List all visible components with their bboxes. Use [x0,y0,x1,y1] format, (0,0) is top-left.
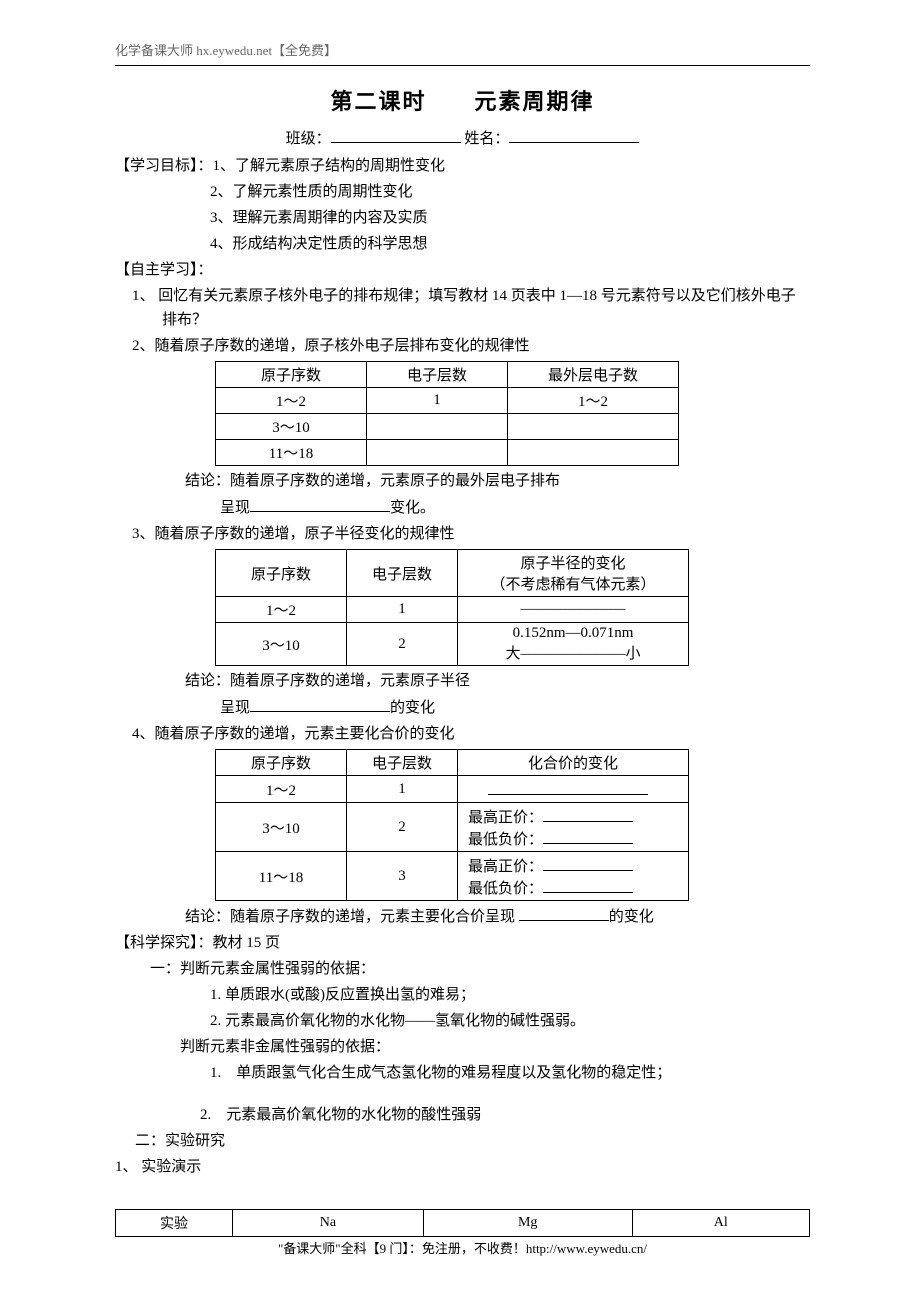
t4-r2c2-lo-blank[interactable] [543,876,633,893]
science-part1-2: 2. 元素最高价氧化物的水化物——氢氧化物的碱性强弱。 [210,1009,810,1033]
t2-r1c0: 3～10 [216,414,367,440]
science-demo: 1、 实验演示 [115,1155,810,1179]
page: 化学备课大师 hx.eywedu.net【全免费】 第二课时 元素周期律 班级：… [0,0,920,1277]
conc2b-suffix: 变化。 [390,500,435,516]
page-title: 第二课时 元素周期律 [115,84,810,116]
conc3a: 结论：随着原子序数的递增，元素原子半径 [185,669,810,693]
t4-h0: 原子序数 [216,750,347,776]
science-part2-title: 二：实验研究 [135,1129,810,1153]
science-label: 【科学探究】： [115,935,213,951]
t4-r0c0: 1～2 [216,776,347,803]
selfstudy-q4: 4、随着原子序数的递增，元素主要化合价的变化 [132,722,810,746]
table-atomic-radius: 原子序数 电子层数 原子半径的变化 （不考虑稀有气体元素） 1～21——————… [215,549,689,666]
goals-block: 【学习目标】：1、了解元素原子结构的周期性变化 [115,154,810,178]
t4-r2c0: 11～18 [216,852,347,901]
table-valence: 原子序数 电子层数 化合价的变化 1～2 1 3～10 2 最高正价： 最低负价… [215,749,689,901]
science-ref: 教材 15 页 [213,935,281,951]
exp-h3: Al [632,1210,809,1237]
spacer [115,1087,810,1101]
t2-h2: 最外层电子数 [508,362,679,388]
conc4-suf: 的变化 [609,909,654,925]
t2-r0c0: 1～2 [216,388,367,414]
t4-r2c2-lo: 最低负价： [468,881,543,897]
t2-r2c2[interactable] [508,440,679,466]
selfstudy-label: 【自主学习】： [115,258,810,282]
exp-h1: Na [233,1210,424,1237]
science-nonmetal-title: 判断元素非金属性强弱的依据： [180,1035,810,1059]
science-nonmetal-1: 1. 单质跟氢气化合生成气态氢化物的难易程度以及氢化物的稳定性； [210,1061,810,1085]
t2-r2c1[interactable] [367,440,508,466]
t4-h1: 电子层数 [347,750,458,776]
t4-r1c0: 3～10 [216,803,347,852]
table-experiment: 实验 Na Mg Al [115,1209,810,1237]
t4-r2c1: 3 [347,852,458,901]
t3-h0: 原子序数 [216,550,347,597]
goal-3: 3、理解元素周期律的内容及实质 [210,206,810,230]
science-nonmetal-2: 2. 元素最高价氧化物的水化物的酸性强弱 [200,1103,810,1127]
t4-r1c2: 最高正价： 最低负价： [458,803,689,852]
science-part1-1: 1. 单质跟水(或酸)反应置换出氢的难易； [210,983,810,1007]
selfstudy-q3: 3、随着原子序数的递增，原子半径变化的规律性 [132,522,810,546]
conc2b-prefix: 呈现 [220,500,250,516]
t4-r1c2-hi: 最高正价： [468,810,543,826]
goal-2: 2、了解元素性质的周期性变化 [210,180,810,204]
header-rule [115,65,810,66]
t4-r0c2 [458,776,689,803]
t2-r0c2: 1～2 [508,388,679,414]
table-electron-layers: 原子序数 电子层数 最外层电子数 1～211～2 3～10 11～18 [215,361,679,466]
conc4-blank[interactable] [519,904,609,921]
goals-label: 【学习目标】： [115,158,213,174]
conc3b: 呈现 的变化 [220,695,810,720]
t4-r2c2-hi-blank[interactable] [543,854,633,871]
conc3b-blank[interactable] [250,695,390,712]
t4-r0c1: 1 [347,776,458,803]
conc4: 结论：随着原子序数的递增，元素主要化合价呈现 的变化 [185,904,810,929]
exp-h2: Mg [423,1210,632,1237]
conc4-pre: 结论：随着原子序数的递增，元素主要化合价呈现 [185,909,519,925]
t4-r2c2: 最高正价： 最低负价： [458,852,689,901]
t3-r0c2: ——————— [458,597,689,623]
selfstudy-q1: 1、 回忆有关元素原子核外电子的排布规律；填写教材 14 页表中 1—18 号元… [162,284,810,332]
t2-h1: 电子层数 [367,362,508,388]
t3-r1c2: 0.152nm—0.071nm 大———————小 [458,623,689,666]
t3-r1c0: 3～10 [216,623,347,666]
footer-note: "备课大师"全科【9 门】：免注册，不收费！http://www.eywedu.… [115,1238,810,1257]
t4-r1c2-lo: 最低负价： [468,832,543,848]
exp-h0: 实验 [116,1210,233,1237]
class-blank[interactable] [331,126,461,143]
t4-r1c2-hi-blank[interactable] [543,805,633,822]
t2-r2c0: 11～18 [216,440,367,466]
class-label: 班级： [286,131,331,147]
science-block: 【科学探究】：教材 15 页 [115,931,810,955]
t2-r1c1[interactable] [367,414,508,440]
conc3b-suffix: 的变化 [390,700,435,716]
conc3b-prefix: 呈现 [220,700,250,716]
name-blank[interactable] [509,126,639,143]
t4-r2c2-hi: 最高正价： [468,859,543,875]
t3-r0c1: 1 [347,597,458,623]
t2-r0c1: 1 [367,388,508,414]
t2-h0: 原子序数 [216,362,367,388]
t3-h2: 原子半径的变化 （不考虑稀有气体元素） [458,550,689,597]
t3-r1c1: 2 [347,623,458,666]
t4-r1c1: 2 [347,803,458,852]
t3-r0c0: 1～2 [216,597,347,623]
t2-r1c2[interactable] [508,414,679,440]
t3-h1: 电子层数 [347,550,458,597]
class-name-line: 班级： 姓名： [115,126,810,148]
conc2a: 结论：随着原子序数的递增，元素原子的最外层电子排布 [185,469,810,493]
name-label: 姓名： [464,131,509,147]
t4-h2: 化合价的变化 [458,750,689,776]
header-note: 化学备课大师 hx.eywedu.net【全免费】 [115,40,810,59]
goal-4: 4、形成结构决定性质的科学思想 [210,232,810,256]
t4-r1c2-lo-blank[interactable] [543,827,633,844]
science-part1-title: 一：判断元素金属性强弱的依据： [150,957,810,981]
conc2b-blank[interactable] [250,495,390,512]
goal-1: 1、了解元素原子结构的周期性变化 [213,158,446,174]
conc2b: 呈现 变化。 [220,495,810,520]
t4-r0c2-blank[interactable] [488,778,648,795]
selfstudy-q2: 2、随着原子序数的递增，原子核外电子层排布变化的规律性 [132,334,810,358]
